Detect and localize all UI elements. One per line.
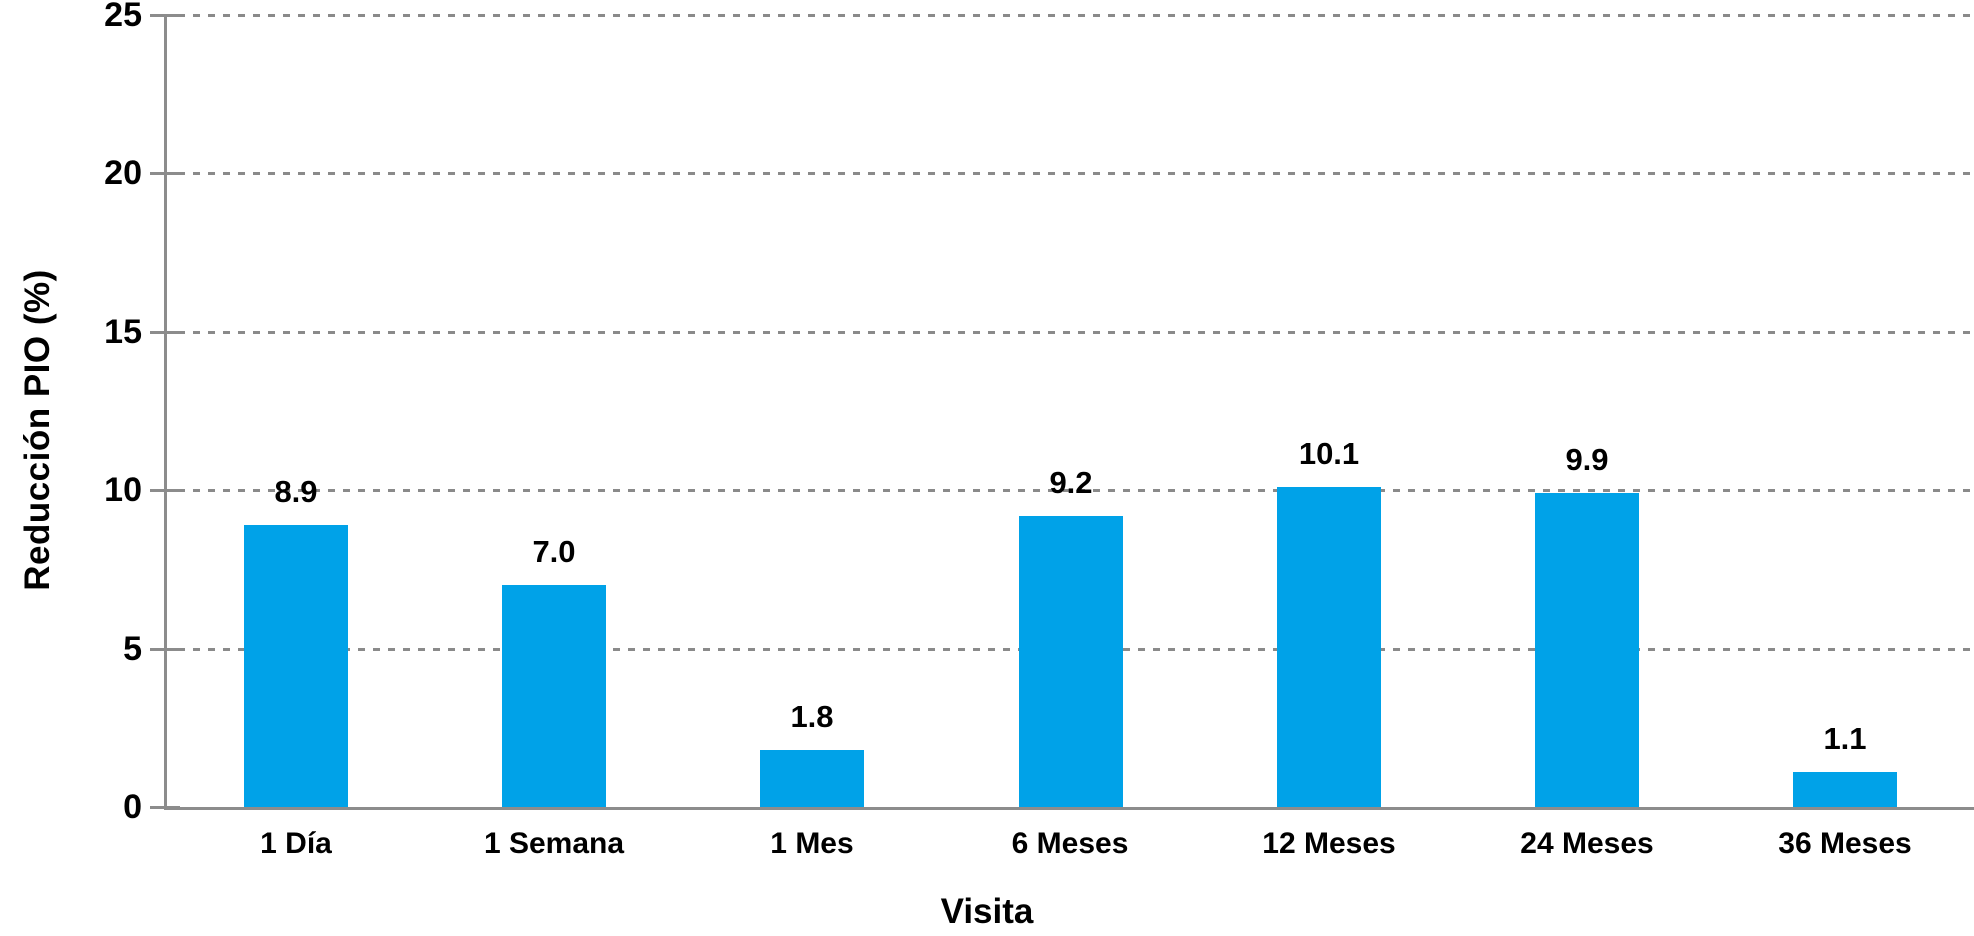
x-tick-label: 12 Meses — [1262, 827, 1396, 860]
x-tick-label: 1 Semana — [483, 827, 625, 860]
gridline — [178, 172, 1974, 176]
bar-value-label: 1.8 — [790, 699, 834, 734]
gridline — [178, 489, 1974, 493]
x-tick-label: 6 Meses — [1011, 827, 1129, 860]
y-tick-label: 0 — [123, 788, 142, 826]
bar-value-label: 9.9 — [1565, 442, 1609, 477]
bar-value-label: 10.1 — [1298, 436, 1360, 471]
x-axis-line — [164, 807, 1974, 810]
x-tick-label: 1 Día — [260, 827, 332, 860]
x-tick-label: 1 Mes — [770, 827, 854, 860]
x-axis-title: Visita — [940, 892, 1034, 931]
gridline — [178, 14, 1974, 17]
bar — [1793, 772, 1897, 807]
y-tick-label: 25 — [104, 0, 142, 34]
y-axis-line — [164, 15, 167, 810]
bar — [760, 750, 864, 807]
bar — [1535, 493, 1639, 807]
y-tick-label: 15 — [104, 312, 142, 351]
bar-value-label: 1.1 — [1823, 721, 1867, 756]
bar-value-label: 7.0 — [532, 534, 576, 569]
y-tick-label: 10 — [104, 471, 142, 510]
gridline — [178, 330, 1974, 334]
x-tick-label: 36 Meses — [1778, 827, 1912, 860]
y-tick-label: 20 — [104, 154, 142, 193]
bar-value-label: 8.9 — [274, 474, 318, 509]
bar — [1019, 516, 1123, 807]
bar — [502, 585, 606, 807]
bar-value-label: 9.2 — [1049, 465, 1093, 500]
x-tick-label: 24 Meses — [1520, 827, 1654, 860]
bar — [1277, 487, 1381, 807]
y-tick-label: 5 — [123, 629, 142, 668]
bar — [244, 525, 348, 807]
